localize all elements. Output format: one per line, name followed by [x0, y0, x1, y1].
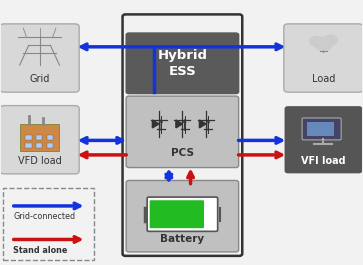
Polygon shape [199, 120, 206, 128]
Text: Hybrid
ESS: Hybrid ESS [158, 49, 207, 78]
Text: VFD load: VFD load [18, 156, 61, 166]
Text: Load: Load [312, 74, 335, 84]
Text: Grid: Grid [29, 74, 50, 84]
Polygon shape [176, 120, 182, 128]
FancyBboxPatch shape [25, 143, 32, 148]
FancyBboxPatch shape [126, 180, 238, 252]
FancyBboxPatch shape [126, 32, 239, 94]
FancyBboxPatch shape [126, 96, 238, 167]
FancyBboxPatch shape [284, 24, 363, 92]
FancyBboxPatch shape [285, 106, 362, 173]
FancyBboxPatch shape [47, 143, 53, 148]
FancyBboxPatch shape [0, 106, 79, 174]
Circle shape [314, 37, 333, 51]
Circle shape [310, 37, 323, 46]
FancyBboxPatch shape [36, 135, 42, 140]
Text: Stand alone: Stand alone [13, 246, 68, 255]
FancyBboxPatch shape [20, 124, 60, 151]
FancyBboxPatch shape [147, 197, 218, 231]
Text: Grid-connected: Grid-connected [13, 212, 76, 221]
FancyBboxPatch shape [0, 24, 79, 92]
FancyBboxPatch shape [150, 200, 204, 228]
Text: VFI load: VFI load [301, 156, 346, 166]
Polygon shape [152, 120, 159, 128]
FancyBboxPatch shape [36, 143, 42, 148]
Circle shape [324, 35, 337, 45]
Text: Battery: Battery [160, 234, 204, 244]
FancyBboxPatch shape [302, 118, 341, 140]
FancyBboxPatch shape [307, 122, 334, 136]
FancyBboxPatch shape [25, 135, 32, 140]
Text: PCS: PCS [171, 148, 194, 158]
FancyBboxPatch shape [47, 135, 53, 140]
